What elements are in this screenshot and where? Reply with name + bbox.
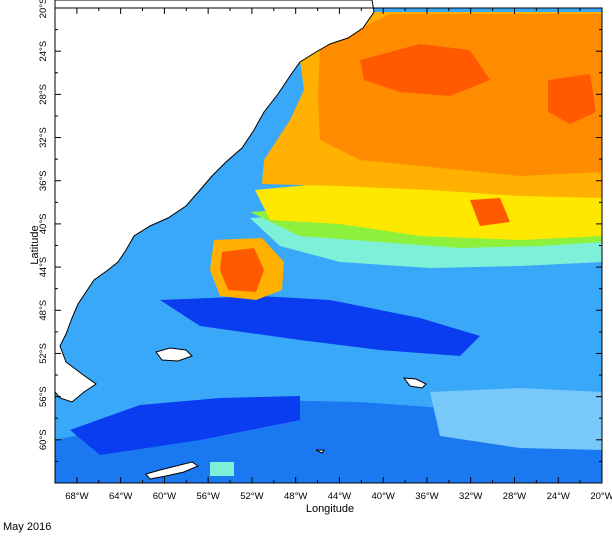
latitude-tick-label: 44°S [38,257,49,278]
mid-deep-band [160,296,480,356]
longitude-tick-label: 60°W [153,491,176,502]
longitude-tick-label: 56°W [196,491,219,502]
longitude-tick-label: 68°W [65,491,88,502]
south-georgia [402,377,427,389]
latitude-tick-label: 60°S [38,429,49,450]
longitude-tick-label: 28°W [503,491,526,502]
latitude-tick-label: 20°S [38,0,49,18]
longitude-tick-label: 64°W [109,491,132,502]
latitude-tick-label: 32°S [38,127,49,148]
ice-edge-patch [210,462,234,476]
falkland-islands [155,347,193,362]
latitude-tick-label: 36°S [38,170,49,191]
longitude-tick-labels: 68°W 64°W 60°W 56°W 52°W 48°W 44°W 40°W 36°W 32°W… [65,491,612,502]
y-axis-title: Latitude [29,225,41,264]
red-core-east [548,74,596,124]
longitude-tick-label: 20°W [590,491,612,502]
latitude-tick-label: 48°S [38,300,49,321]
longitude-tick-label: 32°W [459,491,482,502]
longitude-tick-label: 48°W [284,491,307,502]
map-frame [54,7,603,484]
x-axis-title: Longitude [306,503,354,515]
drake-passage-band [70,396,300,455]
antarctic-peninsula-tip [145,461,200,480]
longitude-tick-label: 40°W [372,491,395,502]
longitude-tick-label: 44°W [328,491,351,502]
latitude-tick-label: 40°S [38,214,49,235]
red-core-north [360,44,490,96]
data-field [55,8,602,483]
latitude-tick-label: 56°S [38,386,49,407]
latitude-tick-label: 24°S [38,41,49,62]
latitude-tick-label: 52°S [38,343,49,364]
date-caption: May 2016 [3,521,52,533]
red-core-mid [470,198,510,226]
latitude-tick-label: 28°S [38,84,49,105]
eddy-core [220,248,264,292]
longitude-tick-label: 36°W [415,491,438,502]
longitude-tick-label: 24°W [547,491,570,502]
land-masses [54,0,427,480]
south-orkney-islands [315,449,325,454]
yellow-front [255,182,602,240]
southeast-pale-band [430,388,602,450]
south-america-coast [54,0,375,403]
longitude-tick-label: 52°W [240,491,263,502]
latitude-tick-labels: 20°S 24°S 28°S 32°S 36°S 40°S 44°S 48°S 52°S 56°S… [38,0,49,450]
